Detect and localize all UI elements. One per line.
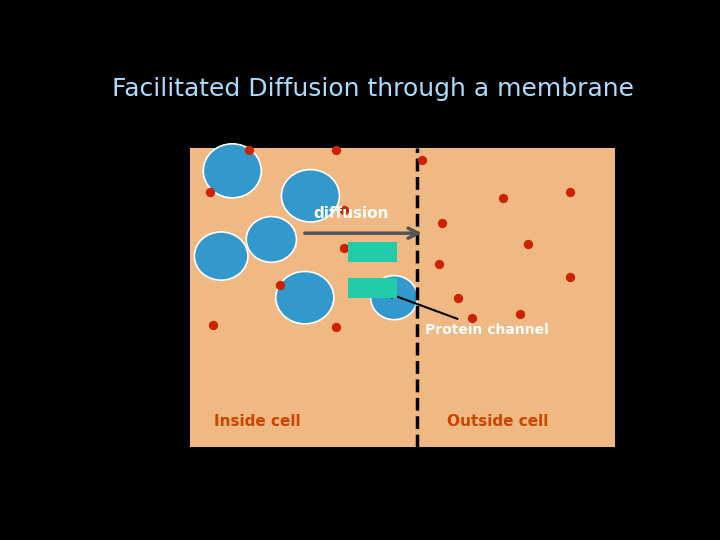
Point (330, 322, 341, 331)
Point (564, 187, 576, 196)
Bar (348, 242, 397, 262)
Point (453, 293, 464, 302)
Text: diffusion: diffusion (313, 206, 389, 221)
Point (467, 314, 478, 323)
Point (207, 320, 219, 329)
Text: Protein channel: Protein channel (388, 293, 549, 336)
Point (338, 206, 350, 214)
Ellipse shape (246, 217, 297, 262)
Point (433, 260, 444, 269)
Point (274, 281, 286, 289)
Point (514, 310, 526, 319)
Ellipse shape (276, 272, 334, 324)
Point (564, 273, 576, 281)
Text: Outside cell: Outside cell (446, 414, 548, 429)
Text: Facilitated Diffusion through a membrane: Facilitated Diffusion through a membrane (112, 77, 634, 102)
Point (436, 219, 447, 227)
Text: Inside cell: Inside cell (214, 414, 301, 429)
Text: Cell membrane: Cell membrane (377, 111, 498, 144)
Point (497, 193, 508, 202)
Bar (190, 148, 615, 447)
Point (330, 146, 341, 154)
Ellipse shape (203, 144, 261, 198)
Bar (348, 278, 397, 298)
Ellipse shape (194, 232, 248, 280)
Point (338, 244, 350, 252)
Point (243, 146, 255, 154)
Point (416, 156, 428, 165)
Point (522, 239, 534, 248)
Ellipse shape (371, 275, 418, 320)
Point (204, 187, 216, 196)
Ellipse shape (282, 170, 339, 222)
